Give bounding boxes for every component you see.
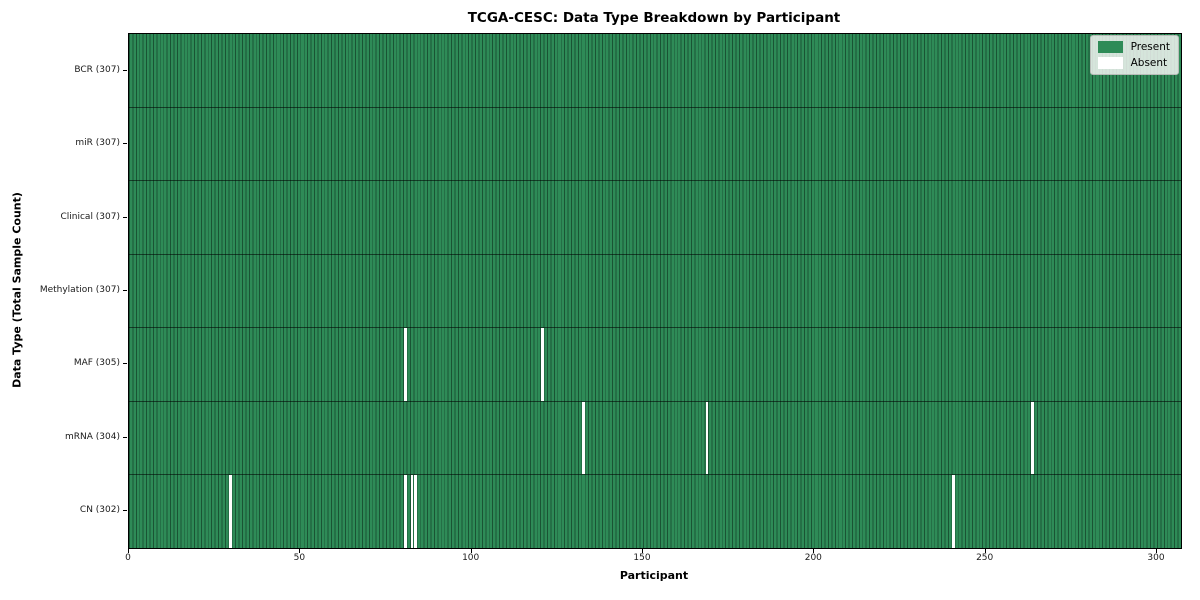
- heatmap-row-methylation: [129, 253, 1181, 328]
- legend-swatch-absent: [1097, 57, 1123, 69]
- x-tick-label-100: 100: [462, 553, 480, 563]
- legend-swatch-present: [1097, 41, 1123, 53]
- x-tick-label-200: 200: [804, 553, 822, 563]
- absent-cell: [404, 475, 407, 549]
- absent-cell: [414, 475, 417, 549]
- heatmap-rows: [129, 34, 1181, 549]
- absent-cell: [404, 328, 407, 401]
- x-tick-label-150: 150: [633, 553, 651, 563]
- legend-item-present: Present: [1097, 41, 1170, 53]
- absent-cell: [705, 401, 709, 475]
- legend: Present Absent: [1089, 35, 1179, 75]
- y-tick-label-mir: miR (307): [75, 138, 120, 149]
- heatmap-row-mrna: [129, 400, 1181, 475]
- y-tick-label-bcr: BCR (307): [74, 64, 120, 75]
- y-tick-label-mrna: mRNA (304): [65, 431, 120, 442]
- x-tick-mark: [1156, 548, 1157, 553]
- heatmap-row-clinical: [129, 180, 1181, 254]
- y-tick-label-clinical: Clinical (307): [60, 211, 120, 222]
- legend-label: Present: [1130, 41, 1170, 53]
- y-tick-label-cn: CN (302): [79, 505, 120, 516]
- absent-cell: [541, 328, 544, 401]
- y-tick-mark: [123, 436, 127, 438]
- y-tick-mark: [123, 143, 127, 145]
- y-tick-label-methylation: Methylation (307): [39, 285, 120, 295]
- x-tick-mark: [813, 548, 815, 553]
- y-tick-mark: [123, 216, 127, 218]
- y-tick-mark: [123, 290, 127, 291]
- plot-area: Present Absent: [128, 33, 1182, 549]
- heatmap-row-bcr: [129, 34, 1181, 107]
- x-tick-mark: [642, 548, 643, 553]
- x-tick-label-50: 50: [293, 553, 306, 563]
- legend-item-absent: Absent: [1097, 57, 1170, 69]
- heatmap-row-cn: [129, 474, 1181, 549]
- legend-label: Absent: [1130, 57, 1168, 69]
- absent-cell: [229, 475, 232, 549]
- y-tick-label-maf: MAF (305): [73, 358, 120, 369]
- x-tick-label-0: 0: [125, 553, 131, 563]
- x-axis-label: Participant: [619, 569, 689, 582]
- heatmap-row-maf: [129, 327, 1181, 401]
- absent-cell: [952, 475, 955, 549]
- x-tick-label-300: 300: [1147, 553, 1165, 563]
- chart-title: TCGA-CESC: Data Type Breakdown by Partic…: [467, 10, 841, 26]
- x-tick-mark: [128, 548, 129, 553]
- y-tick-mark: [123, 363, 127, 365]
- x-tick-label-250: 250: [976, 553, 994, 563]
- x-tick-mark: [984, 548, 986, 553]
- y-tick-mark: [123, 69, 127, 71]
- absent-cell: [582, 401, 585, 475]
- absent-cell: [1031, 401, 1034, 475]
- heatmap-row-mir: [129, 106, 1181, 181]
- x-tick-mark: [470, 548, 472, 553]
- x-tick-mark: [299, 548, 301, 553]
- absent-cell: [410, 475, 414, 549]
- y-tick-mark: [123, 510, 127, 512]
